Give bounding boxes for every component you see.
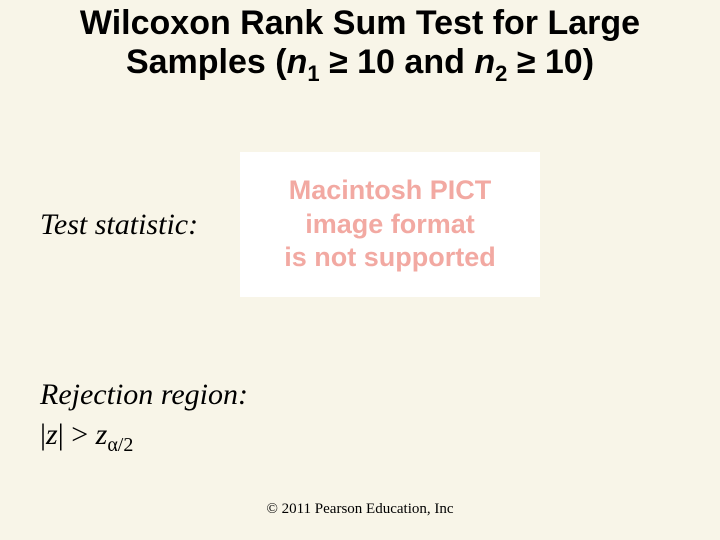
formula-z-1: z [46,418,58,451]
title-line-2: Samples (n1 ≥ 10 and n2 ≥ 10) [0,43,720,82]
title-after: ≥ 10) [507,43,594,81]
title-line-1: Wilcoxon Rank Sum Test for Large [0,4,720,43]
formula-sub: α/2 [107,434,133,456]
title-line2-prefix: Samples ( [126,43,287,81]
pict-line-1: Macintosh PICT [289,174,492,208]
test-statistic-label: Test statistic: [40,208,198,242]
copyright-text: © 2011 Pearson Education, Inc [0,501,720,518]
title-n1-var: n [287,43,308,81]
formula-z-2: z [96,418,108,451]
formula-gt: > [64,418,96,451]
title-n2-var: n [474,43,495,81]
title-n2-sub: 2 [495,61,507,86]
title-n1-sub: 1 [307,61,319,86]
title-geq1: ≥ 10 and [320,43,475,81]
slide-root: Wilcoxon Rank Sum Test for Large Samples… [0,0,720,540]
rejection-region-label: Rejection region: [40,378,248,412]
rejection-region-formula: |z| > zα/2 [40,418,133,452]
pict-placeholder: Macintosh PICT image format is not suppo… [240,152,540,297]
pict-line-3: is not supported [284,241,496,275]
pict-line-2: image format [305,208,475,242]
slide-title: Wilcoxon Rank Sum Test for Large Samples… [0,4,720,82]
